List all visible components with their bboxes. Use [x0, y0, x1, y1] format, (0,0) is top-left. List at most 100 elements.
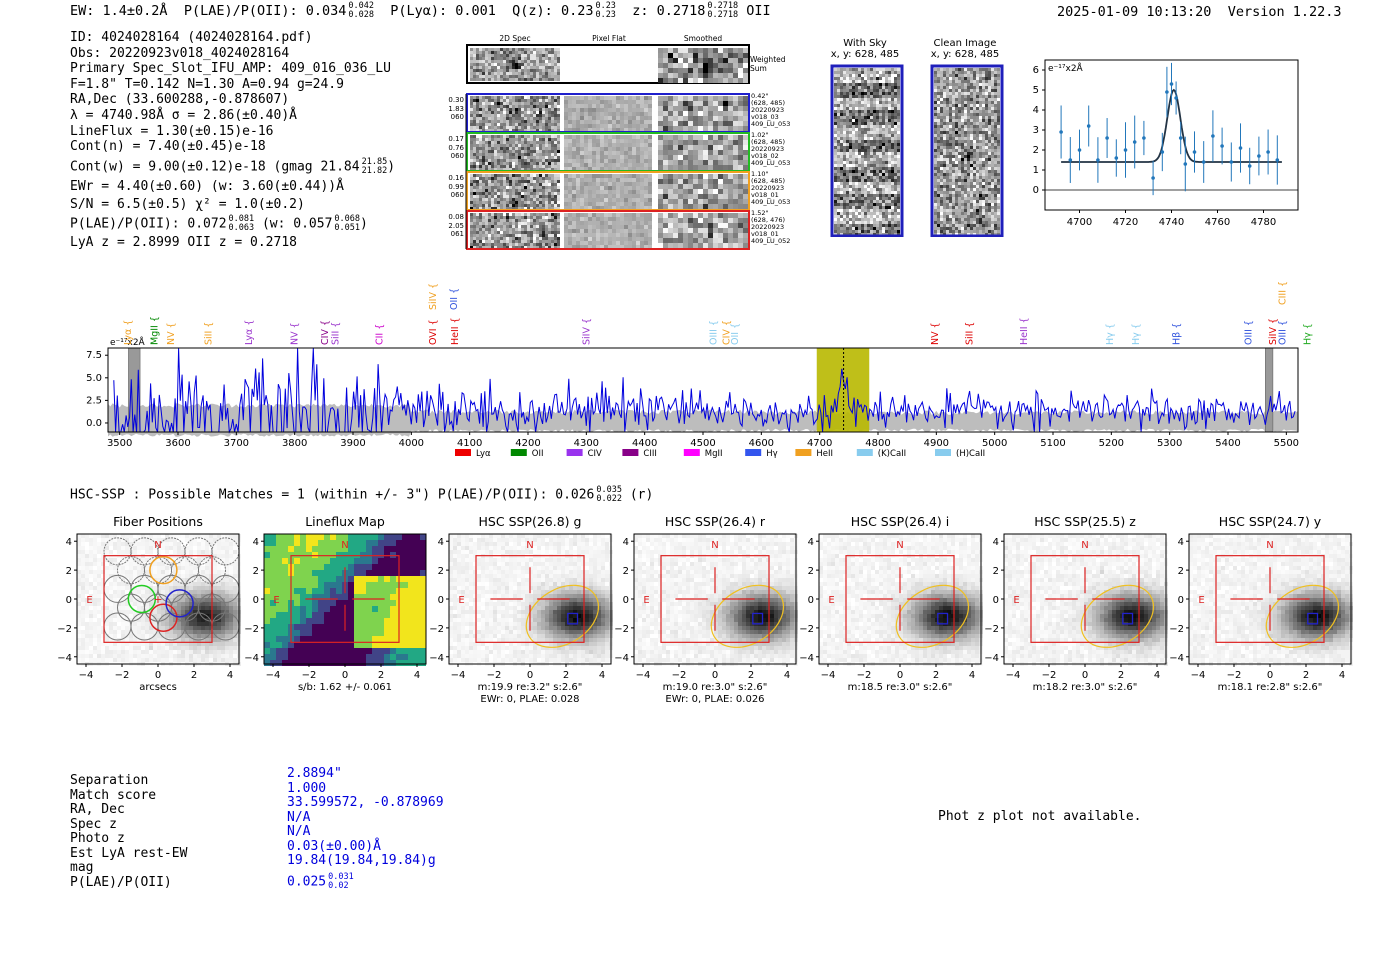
pixel: [648, 198, 652, 202]
pixel: [482, 177, 485, 180]
pixel: [491, 72, 494, 75]
pixel: [888, 110, 891, 113]
pixel: [970, 116, 973, 119]
pixel: [557, 195, 560, 198]
pixel: [849, 125, 852, 128]
pixel: [512, 75, 515, 78]
pixel: [882, 227, 885, 230]
pixel: [576, 206, 580, 210]
pixel: [536, 129, 539, 132]
pixel: [834, 86, 837, 89]
pixel: [855, 179, 858, 182]
pixel: [620, 100, 624, 104]
pixel: [879, 68, 882, 71]
pixel: [870, 101, 873, 104]
pixel: [837, 149, 840, 152]
pixel: [485, 126, 488, 129]
pixel: [891, 158, 894, 161]
pixel: [518, 117, 521, 120]
pixel: [955, 131, 958, 134]
pixel: [509, 123, 512, 126]
pixel: [888, 182, 891, 185]
pixel: [864, 74, 867, 77]
pixel: [988, 122, 991, 125]
pixel: [973, 86, 976, 89]
pixel: [533, 159, 536, 162]
pixel: [580, 167, 584, 171]
pixel: [620, 159, 624, 163]
pixel: [536, 102, 539, 105]
pixel: [497, 198, 500, 201]
pixel: [515, 75, 518, 78]
pixel: [967, 68, 970, 71]
pixel: [554, 108, 557, 111]
pixel: [858, 194, 861, 197]
pixel: [491, 144, 494, 147]
pixel: [536, 114, 539, 117]
pixel: [988, 119, 991, 122]
pixel: [678, 165, 683, 170]
pixel: [539, 189, 542, 192]
pixel: [485, 105, 488, 108]
pixel: [551, 123, 554, 126]
pixel: [521, 198, 524, 201]
pixel: [873, 116, 876, 119]
pixel: [955, 77, 958, 80]
pixel: [576, 108, 580, 112]
pixel: [846, 203, 849, 206]
pixel: [494, 198, 497, 201]
pixel: [533, 60, 536, 63]
pixel: [608, 198, 612, 202]
pixel: [506, 120, 509, 123]
pixel: [512, 198, 515, 201]
pixel: [564, 147, 568, 151]
cutout-pixelflat: [564, 135, 652, 171]
pixel: [876, 77, 879, 80]
pixel: [849, 203, 852, 206]
pixel: [509, 72, 512, 75]
pixel: [897, 200, 900, 203]
pixel: [888, 83, 891, 86]
pixel: [834, 89, 837, 92]
pixel: [491, 129, 494, 132]
pixel: [678, 243, 683, 248]
pixel: [894, 155, 897, 158]
pixel: [624, 143, 628, 147]
pixel: [858, 209, 861, 212]
pixel: [970, 89, 973, 92]
pixel: [897, 77, 900, 80]
pixel: [527, 72, 530, 75]
pixel: [530, 234, 533, 237]
pixel: [891, 218, 894, 221]
pixel: [870, 191, 873, 194]
pixel: [640, 217, 644, 221]
pixel: [723, 126, 728, 131]
pixel: [494, 213, 497, 216]
pixel: [858, 80, 861, 83]
pixel: [693, 184, 698, 189]
pixel: [521, 177, 524, 180]
pixel: [545, 228, 548, 231]
pixel: [698, 199, 703, 204]
pixel: [600, 237, 604, 241]
pixel: [949, 83, 952, 86]
pixel: [840, 119, 843, 122]
pixel: [494, 141, 497, 144]
pixel: [527, 222, 530, 225]
pixel: [470, 75, 473, 78]
pixel: [852, 227, 855, 230]
pixel: [580, 229, 584, 233]
pixel: [576, 167, 580, 171]
pixel: [997, 95, 1000, 98]
pixel: [843, 215, 846, 218]
pixel: [636, 167, 640, 171]
pixel: [640, 124, 644, 128]
pixel: [843, 176, 846, 179]
pixel: [852, 152, 855, 155]
pixel: [524, 240, 527, 243]
pixel: [509, 186, 512, 189]
pixel: [658, 106, 663, 111]
pixel: [500, 111, 503, 114]
pixel: [733, 243, 738, 248]
pixel: [658, 111, 663, 116]
